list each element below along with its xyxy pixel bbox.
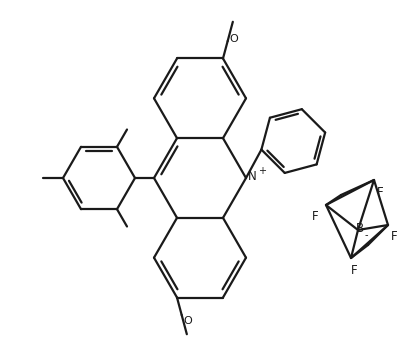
Text: F: F	[377, 185, 384, 199]
Text: F: F	[391, 231, 398, 244]
Text: +: +	[258, 166, 266, 176]
Text: N: N	[248, 171, 257, 184]
Text: B: B	[356, 221, 364, 234]
Text: F: F	[312, 211, 319, 224]
Text: F: F	[351, 264, 357, 277]
Text: O: O	[230, 34, 239, 44]
Text: O: O	[184, 316, 192, 326]
Text: -: -	[365, 230, 368, 240]
